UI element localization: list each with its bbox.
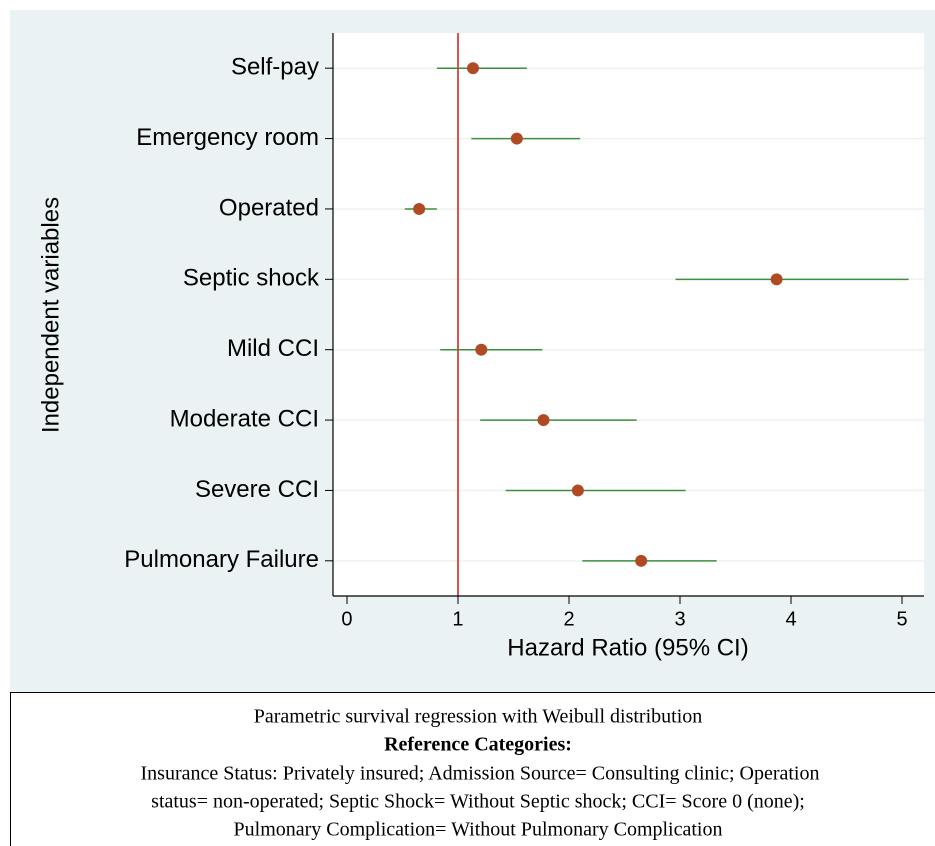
point-estimate [475, 343, 488, 356]
x-tick-label: 4 [785, 608, 796, 630]
y-tick-label: Operated [219, 194, 319, 221]
point-estimate [537, 414, 550, 427]
y-tick-label: Mild CCI [227, 335, 319, 362]
x-tick-label: 2 [563, 608, 574, 630]
point-estimate [635, 554, 648, 567]
note-box [10, 692, 935, 846]
y-tick-label: Moderate CCI [170, 405, 319, 432]
note-title: Parametric survival regression with Weib… [254, 706, 703, 728]
y-tick-label: Self-pay [231, 54, 319, 81]
note-heading: Reference Categories: [384, 734, 572, 756]
x-tick-label: 1 [452, 608, 463, 630]
plot-area [333, 33, 924, 596]
plot [333, 33, 924, 596]
y-tick-label: Pulmonary Failure [124, 546, 319, 573]
y-axis-title: Independent variables [37, 197, 64, 433]
note-line: Insurance Status: Privately insured; Adm… [141, 763, 820, 785]
y-tick-label: Severe CCI [195, 476, 319, 503]
x-axis-title: Hazard Ratio (95% CI) [507, 634, 748, 661]
point-estimate [413, 202, 426, 215]
y-tick-label: Septic shock [183, 265, 320, 292]
x-tick-label: 0 [341, 608, 352, 630]
point-estimate [770, 273, 783, 286]
point-estimate [466, 62, 479, 75]
note-line: status= non-operated; Septic Shock= With… [151, 791, 805, 813]
y-tick-label: Emergency room [136, 124, 319, 151]
note-line: Pulmonary Complication= Without Pulmonar… [234, 819, 723, 841]
x-tick-label: 3 [674, 608, 685, 630]
point-estimate [510, 132, 523, 145]
x-tick-label: 5 [896, 608, 907, 630]
point-estimate [571, 484, 584, 497]
